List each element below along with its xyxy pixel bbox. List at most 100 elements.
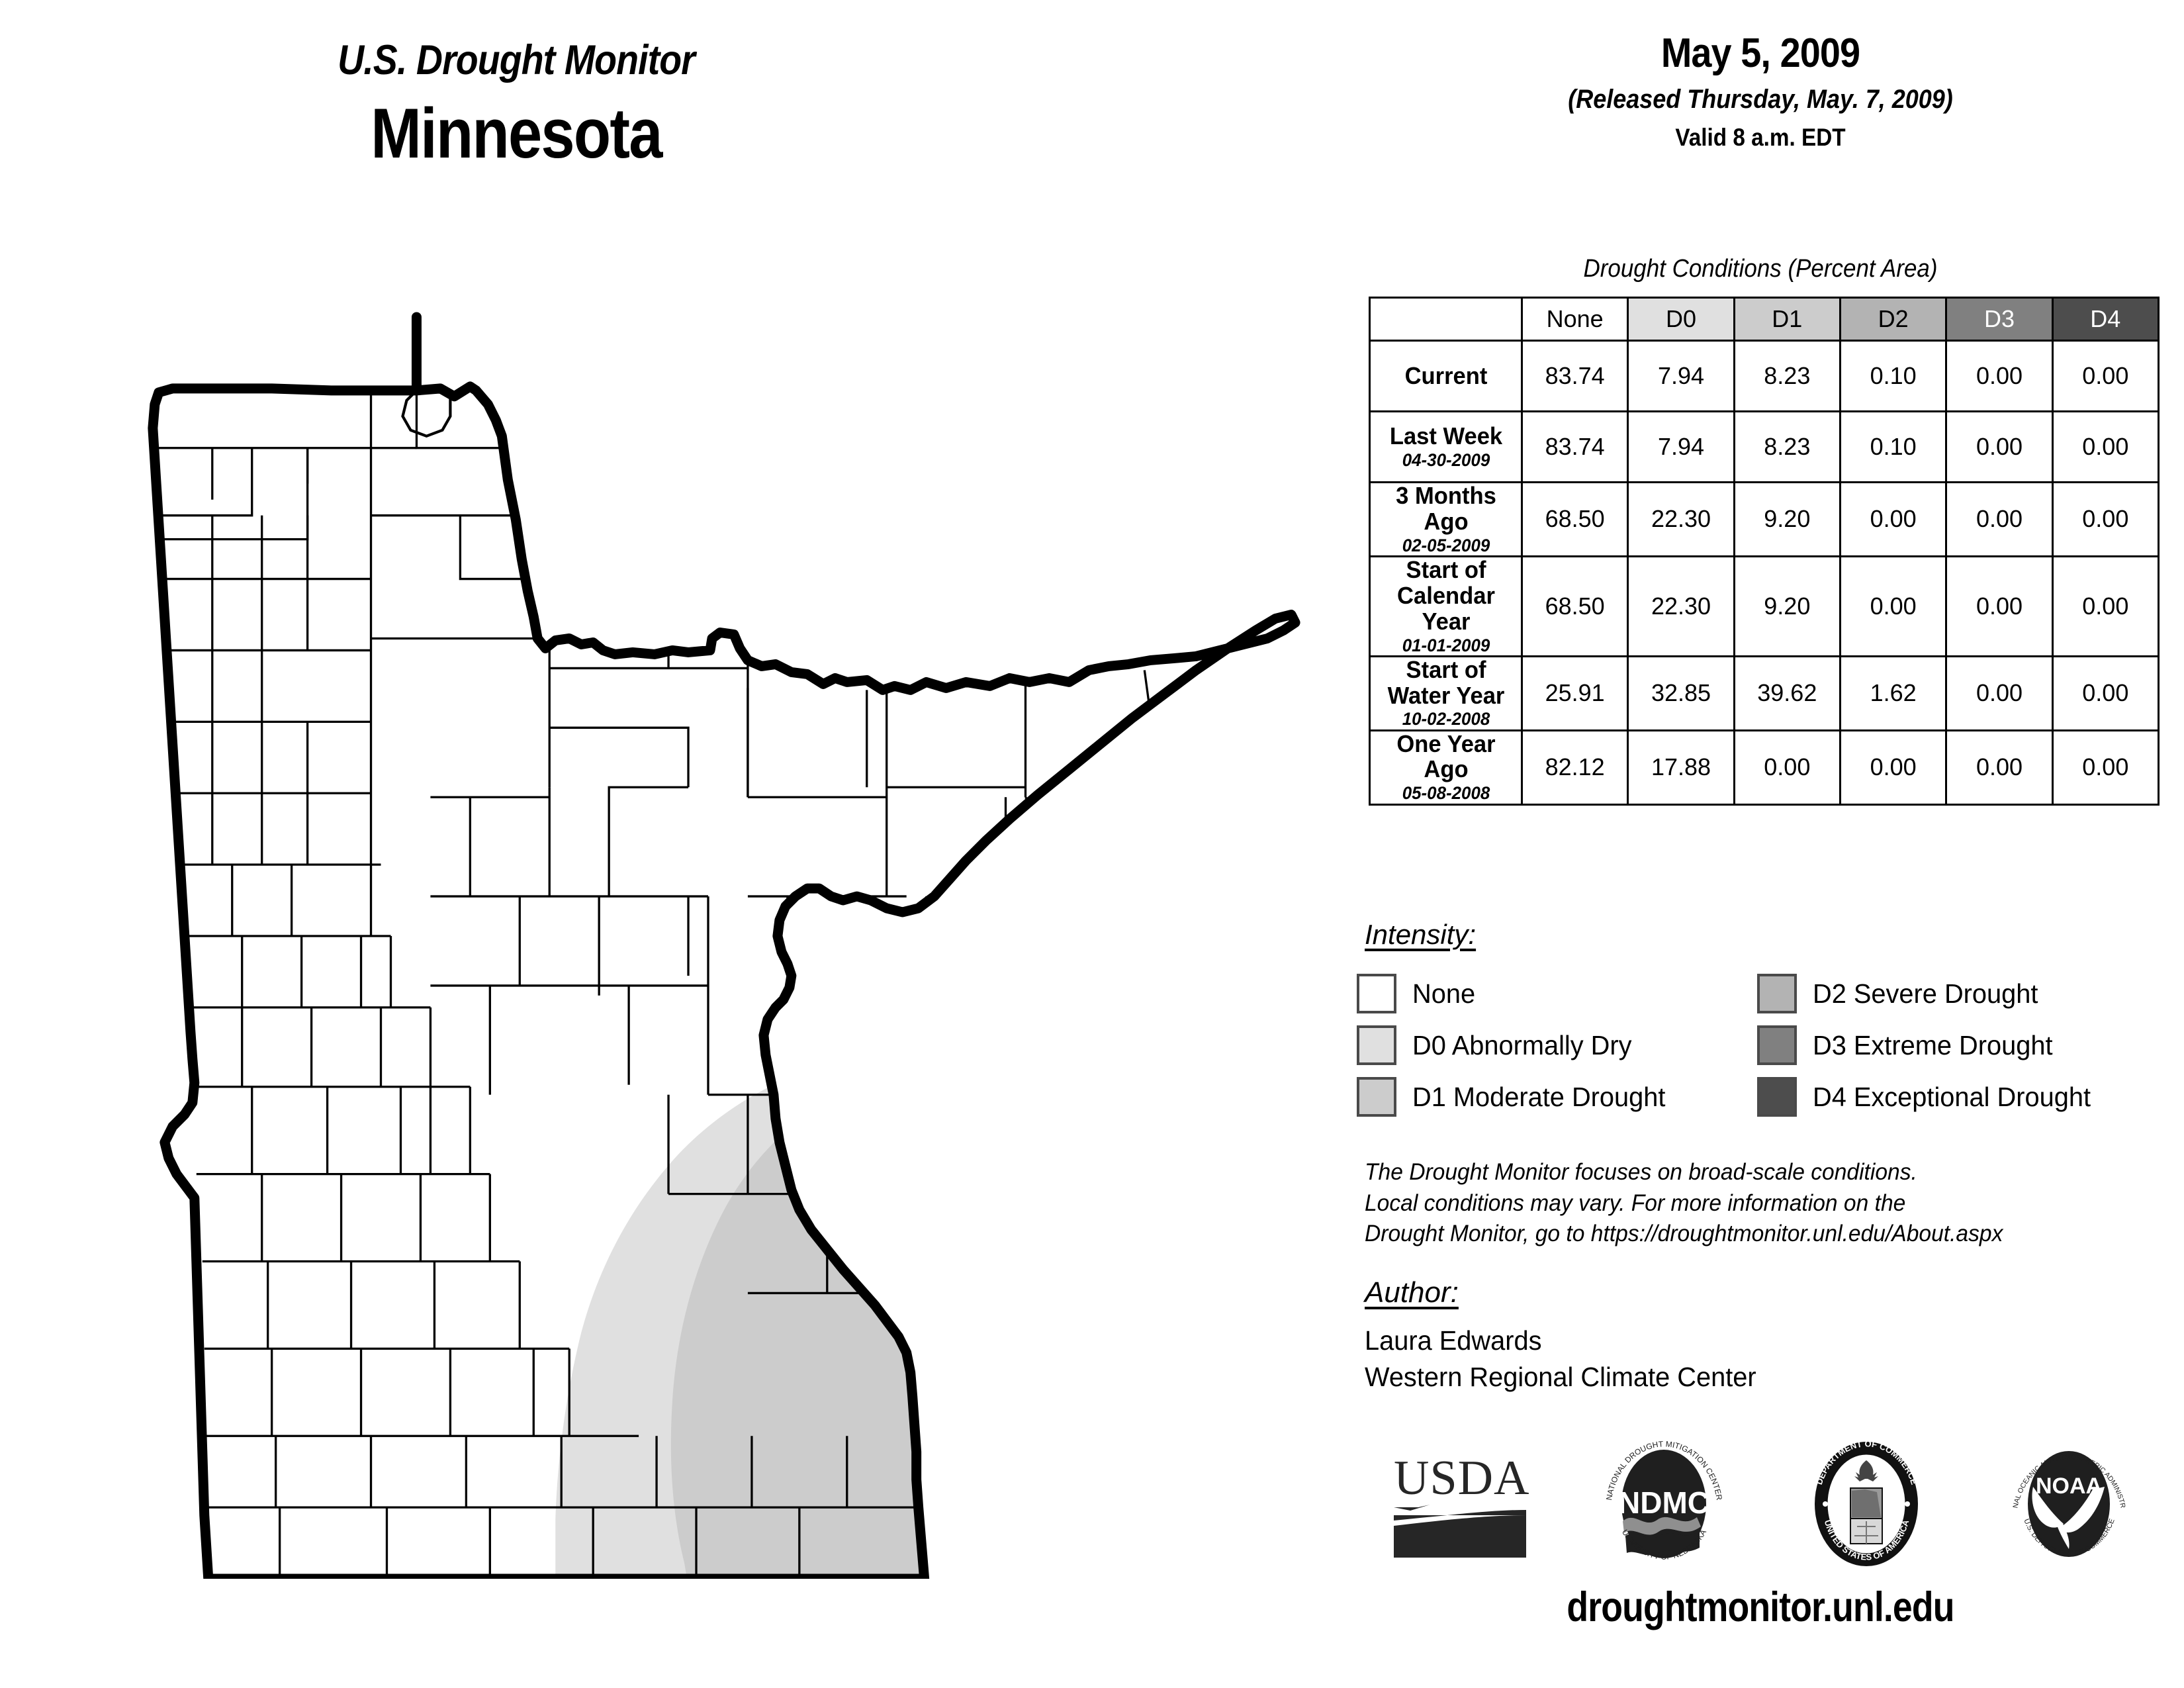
table-cell-d2: 1.62	[1839, 655, 1948, 731]
table-row-date: 05-08-2008	[1402, 783, 1490, 804]
table-row: Start of Water Year 10-02-2008 25.91 32.85 39…	[1370, 655, 2160, 731]
table-cell-d2: 0.00	[1839, 555, 1948, 657]
lake-of-the-woods-notch	[401, 389, 452, 438]
table-row-date: 02-05-2009	[1402, 535, 1490, 555]
table-cell-d1: 9.20	[1733, 481, 1841, 557]
table-cell-d0: 22.30	[1627, 555, 1735, 657]
table-caption: Drought Conditions (Percent Area)	[1583, 255, 1938, 283]
author-heading: Author:	[1365, 1276, 1459, 1309]
drought-shading-layer	[555, 1058, 1095, 1579]
table-cell-d1: 9.20	[1733, 555, 1841, 657]
ndmc-logo: NDMC NATIONAL DROUGHT MITIGATION CENTER …	[1596, 1436, 1732, 1575]
table-row-date: 01-01-2009	[1402, 635, 1490, 655]
table-row-date: 04-30-2009	[1402, 449, 1490, 470]
table-cell-d1: 8.23	[1733, 340, 1841, 412]
legend-item-d2[interactable]: D2 Severe Drought	[1757, 968, 2158, 1019]
legend-swatch-d1	[1357, 1077, 1396, 1117]
legend-item-d3[interactable]: D3 Extreme Drought	[1757, 1019, 2158, 1071]
legend-label-none: None	[1412, 978, 1476, 1009]
disclaimer-line-3: Drought Monitor, go to https://droughtmo…	[1365, 1221, 2003, 1247]
table-body: Current 83.74 7.94 8.23 0.10 0.00 0.00 Last Wee…	[1370, 340, 2160, 806]
table-cell-d0: 17.88	[1627, 729, 1735, 806]
table-cell-d4: 0.00	[2051, 655, 2160, 731]
disclaimer-line-1: The Drought Monitor focuses on broad-sca…	[1365, 1159, 1917, 1185]
minnesota-state-outline	[148, 312, 1300, 1579]
table-cell-d3: 0.00	[1945, 655, 2054, 731]
table-row-date: 10-02-2008	[1402, 709, 1490, 729]
table-cell-d4: 0.00	[2051, 410, 2160, 483]
table-cell-d0: 32.85	[1627, 655, 1735, 731]
table-cell-none: 25.91	[1520, 655, 1629, 731]
table-header-row: None D0 D1 D2 D3 D4	[1369, 297, 2160, 342]
table-row: Start of Calendar Year 01-01-2009 68.50 22.3…	[1370, 555, 2160, 657]
usda-logo: USDA	[1390, 1446, 1529, 1566]
date-block: May 5, 2009 (Released Thursday, May. 7, …	[1337, 30, 2184, 152]
legend-label-d1: D1 Moderate Drought	[1412, 1081, 1666, 1112]
legend-swatch-d0	[1357, 1025, 1396, 1065]
legend-item-d1[interactable]: D1 Moderate Drought	[1357, 1071, 1757, 1123]
table-row-label: Start of Water Year 10-02-2008	[1371, 655, 1520, 731]
table-row-label: 3 Months Ago 02-05-2009	[1371, 481, 1520, 557]
table-header: None D0 D1 D2 D3 D4	[1369, 297, 2160, 342]
author-affiliation: Western Regional Climate Center	[1365, 1361, 1756, 1392]
table-cell-d2: 0.00	[1839, 729, 1948, 806]
table-row-label: Last Week 04-30-2009	[1371, 410, 1520, 483]
table-header-d0: D0	[1627, 297, 1735, 342]
table-cell-d1: 0.00	[1733, 729, 1841, 806]
info-panel: May 5, 2009 (Released Thursday, May. 7, …	[1337, 0, 2184, 1688]
table-cell-d2: 0.10	[1839, 410, 1948, 483]
legend-item-d4[interactable]: D4 Exceptional Drought	[1757, 1071, 2158, 1123]
table-cell-d4: 0.00	[2051, 729, 2160, 806]
disclaimer-text: The Drought Monitor focuses on broad-sca…	[1365, 1157, 2127, 1250]
table-cell-d3: 0.00	[1945, 410, 2054, 483]
disclaimer-line-2: Local conditions may vary. For more info…	[1365, 1190, 1906, 1216]
map-svg	[148, 312, 1300, 1579]
site-url[interactable]: droughtmonitor.unl.edu	[1567, 1584, 1954, 1630]
table-cell-d0: 7.94	[1627, 340, 1735, 412]
minnesota-drought-map[interactable]	[93, 301, 1304, 1579]
table-header-d1: D1	[1733, 297, 1841, 342]
drought-area-d2	[869, 1102, 968, 1260]
legend-label-d0: D0 Abnormally Dry	[1412, 1029, 1632, 1060]
table-row-label: Current	[1371, 340, 1520, 412]
table-cell-d0: 7.94	[1627, 410, 1735, 483]
table-row: 3 Months Ago 02-05-2009 68.50 22.30 9.20 0.00…	[1370, 481, 2160, 557]
table-cell-d1: 8.23	[1733, 410, 1841, 483]
map-panel: U.S. Drought Monitor Minnesota	[0, 36, 1304, 1579]
author-name: Laura Edwards	[1365, 1325, 1542, 1356]
table-cell-d3: 0.00	[1945, 340, 2054, 412]
legend-item-none[interactable]: None	[1357, 968, 1757, 1019]
table-cell-d3: 0.00	[1945, 481, 2054, 557]
legend-swatch-d2	[1757, 974, 1797, 1013]
table-header-d4: D4	[2051, 297, 2160, 342]
table-cell-none: 83.74	[1520, 410, 1629, 483]
state-title: Minnesota	[371, 93, 662, 173]
legend-label-d2: D2 Severe Drought	[1813, 978, 2038, 1009]
table-cell-d4: 0.00	[2051, 555, 2160, 657]
table-cell-none: 82.12	[1520, 729, 1629, 806]
drought-conditions-table: None D0 D1 D2 D3 D4 Current 83.74 7.94 8.23 0.10 0…	[1369, 297, 2160, 806]
table-row: Last Week 04-30-2009 83.74 7.94 8.23 0.10 0.00…	[1370, 410, 2160, 483]
page-title: U.S. Drought Monitor	[338, 37, 696, 83]
intensity-heading: Intensity:	[1365, 919, 1477, 950]
svg-text:NOAA: NOAA	[2036, 1474, 2102, 1499]
title-block: U.S. Drought Monitor Minnesota	[0, 36, 1032, 174]
table-cell-d3: 0.00	[1945, 555, 2054, 657]
table-row-label: One Year Ago 05-08-2008	[1371, 729, 1520, 806]
table-cell-d0: 22.30	[1627, 481, 1735, 557]
table-cell-d2: 0.00	[1839, 481, 1948, 557]
table-cell-none: 83.74	[1520, 340, 1629, 412]
table-header-none: None	[1520, 297, 1629, 342]
department-of-commerce-seal: DEPARTMENT OF COMMERCE UNITED STATES OF …	[1799, 1436, 1934, 1575]
table-cell-d4: 0.00	[2051, 340, 2160, 412]
legend-item-d0[interactable]: D0 Abnormally Dry	[1357, 1019, 1757, 1071]
table-corner-cell	[1369, 297, 1523, 342]
legend-swatch-d4	[1757, 1077, 1797, 1117]
legend-label-d3: D3 Extreme Drought	[1813, 1029, 2053, 1060]
noaa-logo: NOAA NATIONAL OCEANIC AND ATMOSPHERIC AD…	[1999, 1430, 2137, 1575]
table-row: One Year Ago 05-08-2008 82.12 17.88 0.00 0.00…	[1370, 729, 2160, 806]
author-block: Laura Edwards Western Regional Climate C…	[1365, 1323, 1756, 1395]
table-row-label: Start of Calendar Year 01-01-2009	[1371, 555, 1520, 657]
table-cell-d1: 39.62	[1733, 655, 1841, 731]
table-cell-d3: 0.00	[1945, 729, 2054, 806]
